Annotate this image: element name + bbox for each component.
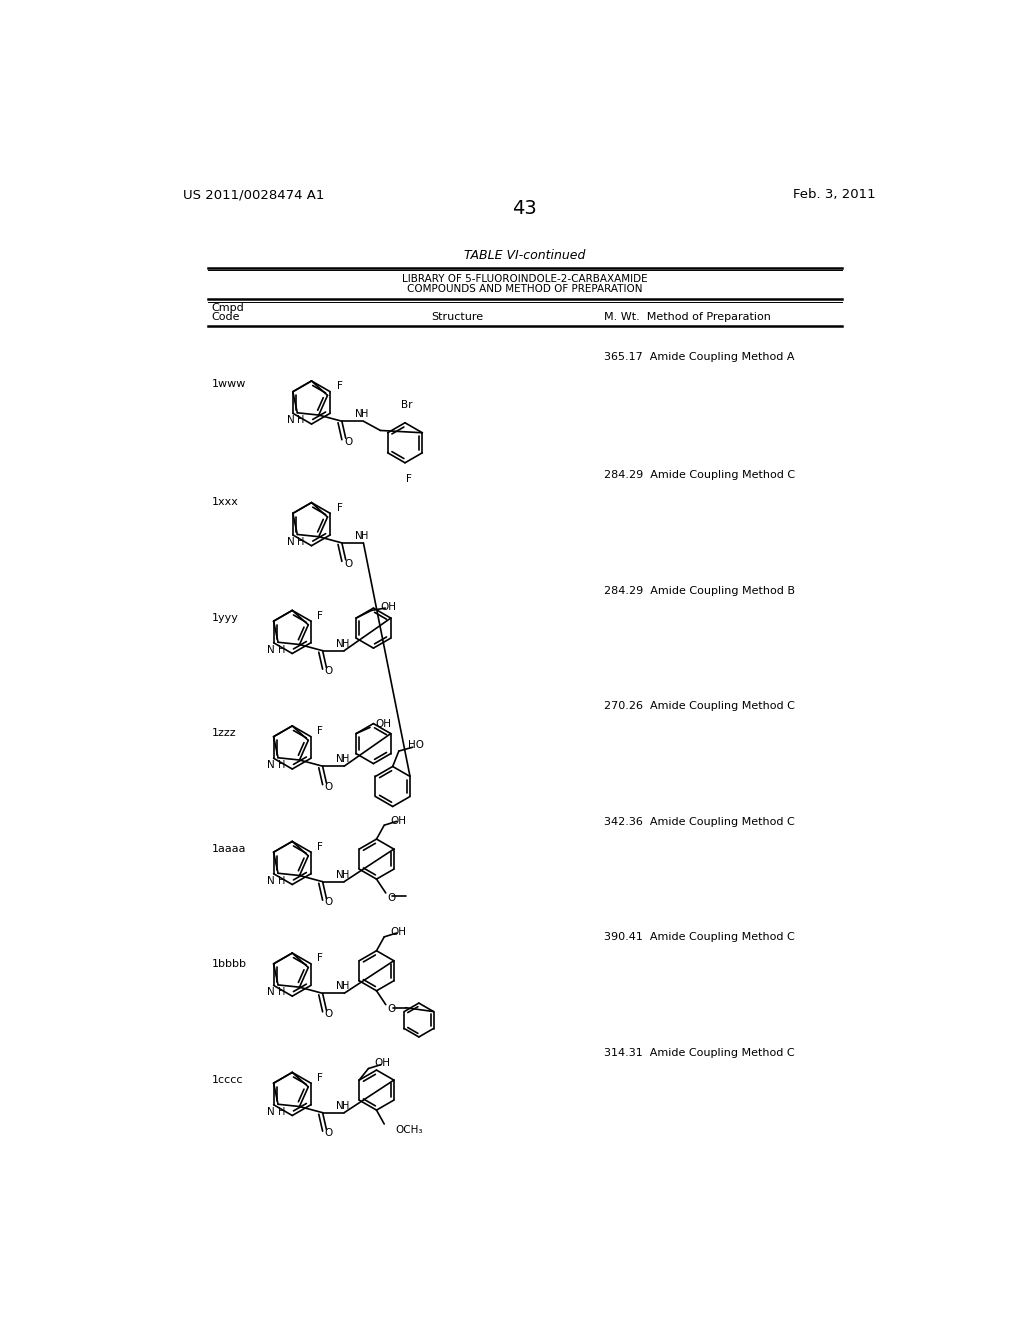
Text: N: N: [336, 981, 343, 991]
Text: H: H: [278, 987, 285, 998]
Text: N: N: [336, 639, 343, 648]
Text: 1cccc: 1cccc: [211, 1074, 243, 1085]
Text: N: N: [287, 537, 295, 546]
Text: 270.26  Amide Coupling Method C: 270.26 Amide Coupling Method C: [604, 701, 795, 711]
Text: H: H: [278, 644, 285, 655]
Text: 1xxx: 1xxx: [211, 498, 239, 507]
Text: O: O: [325, 1129, 333, 1138]
Text: O: O: [325, 1008, 333, 1019]
Text: O: O: [387, 1005, 395, 1014]
Text: OH: OH: [376, 718, 392, 729]
Text: H: H: [297, 416, 304, 425]
Text: O: O: [325, 781, 333, 792]
Text: F: F: [317, 1073, 324, 1082]
Text: F: F: [317, 842, 324, 851]
Text: N: N: [267, 1106, 275, 1117]
Text: Structure: Structure: [431, 312, 483, 322]
Text: 284.29  Amide Coupling Method C: 284.29 Amide Coupling Method C: [604, 470, 796, 480]
Text: O: O: [325, 667, 333, 676]
Text: H: H: [342, 639, 349, 648]
Text: F: F: [317, 611, 324, 620]
Text: 43: 43: [512, 199, 538, 218]
Text: 1yyy: 1yyy: [211, 612, 239, 623]
Text: N: N: [267, 760, 275, 770]
Text: H: H: [278, 875, 285, 886]
Text: COMPOUNDS AND METHOD OF PREPARATION: COMPOUNDS AND METHOD OF PREPARATION: [408, 284, 642, 294]
Text: 284.29  Amide Coupling Method B: 284.29 Amide Coupling Method B: [604, 586, 795, 595]
Text: OH: OH: [390, 816, 407, 825]
Text: F: F: [317, 726, 324, 737]
Text: 1zzz: 1zzz: [211, 729, 237, 738]
Text: F: F: [317, 953, 324, 964]
Text: 1bbbb: 1bbbb: [211, 960, 247, 969]
Text: H: H: [342, 1101, 349, 1110]
Text: 365.17  Amide Coupling Method A: 365.17 Amide Coupling Method A: [604, 352, 795, 363]
Text: US 2011/0028474 A1: US 2011/0028474 A1: [183, 189, 325, 202]
Text: Code: Code: [211, 312, 240, 322]
Text: F: F: [406, 474, 412, 483]
Text: 1aaaa: 1aaaa: [211, 843, 246, 854]
Text: OH: OH: [381, 602, 396, 611]
Text: LIBRARY OF 5-FLUOROINDOLE-2-CARBAXAMIDE: LIBRARY OF 5-FLUOROINDOLE-2-CARBAXAMIDE: [402, 275, 647, 284]
Text: N: N: [267, 987, 275, 998]
Text: OH: OH: [390, 927, 407, 937]
Text: Feb. 3, 2011: Feb. 3, 2011: [793, 189, 876, 202]
Text: OCH₃: OCH₃: [395, 1125, 423, 1135]
Text: N: N: [336, 754, 343, 764]
Text: H: H: [361, 531, 369, 541]
Text: N: N: [336, 1101, 343, 1110]
Text: 342.36  Amide Coupling Method C: 342.36 Amide Coupling Method C: [604, 817, 795, 826]
Text: H: H: [342, 870, 349, 879]
Text: Cmpd: Cmpd: [211, 302, 244, 313]
Text: N: N: [355, 531, 362, 541]
Text: F: F: [337, 381, 342, 391]
Text: N: N: [267, 644, 275, 655]
Text: TABLE VI-continued: TABLE VI-continued: [464, 248, 586, 261]
Text: 390.41  Amide Coupling Method C: 390.41 Amide Coupling Method C: [604, 932, 795, 942]
Text: O: O: [387, 892, 395, 903]
Text: N: N: [355, 409, 362, 420]
Text: HO: HO: [408, 741, 424, 750]
Text: N: N: [336, 870, 343, 879]
Text: H: H: [278, 760, 285, 770]
Text: 314.31  Amide Coupling Method C: 314.31 Amide Coupling Method C: [604, 1048, 795, 1057]
Text: M. Wt.  Method of Preparation: M. Wt. Method of Preparation: [604, 312, 771, 322]
Text: 1www: 1www: [211, 379, 246, 389]
Text: O: O: [344, 558, 352, 569]
Text: H: H: [297, 537, 304, 546]
Text: F: F: [337, 503, 342, 513]
Text: OH: OH: [375, 1059, 390, 1068]
Text: H: H: [342, 754, 349, 764]
Text: Br: Br: [400, 400, 413, 411]
Text: N: N: [267, 875, 275, 886]
Text: N: N: [287, 416, 295, 425]
Text: H: H: [278, 1106, 285, 1117]
Text: H: H: [361, 409, 369, 420]
Text: H: H: [342, 981, 349, 991]
Text: O: O: [344, 437, 352, 447]
Text: O: O: [325, 898, 333, 907]
